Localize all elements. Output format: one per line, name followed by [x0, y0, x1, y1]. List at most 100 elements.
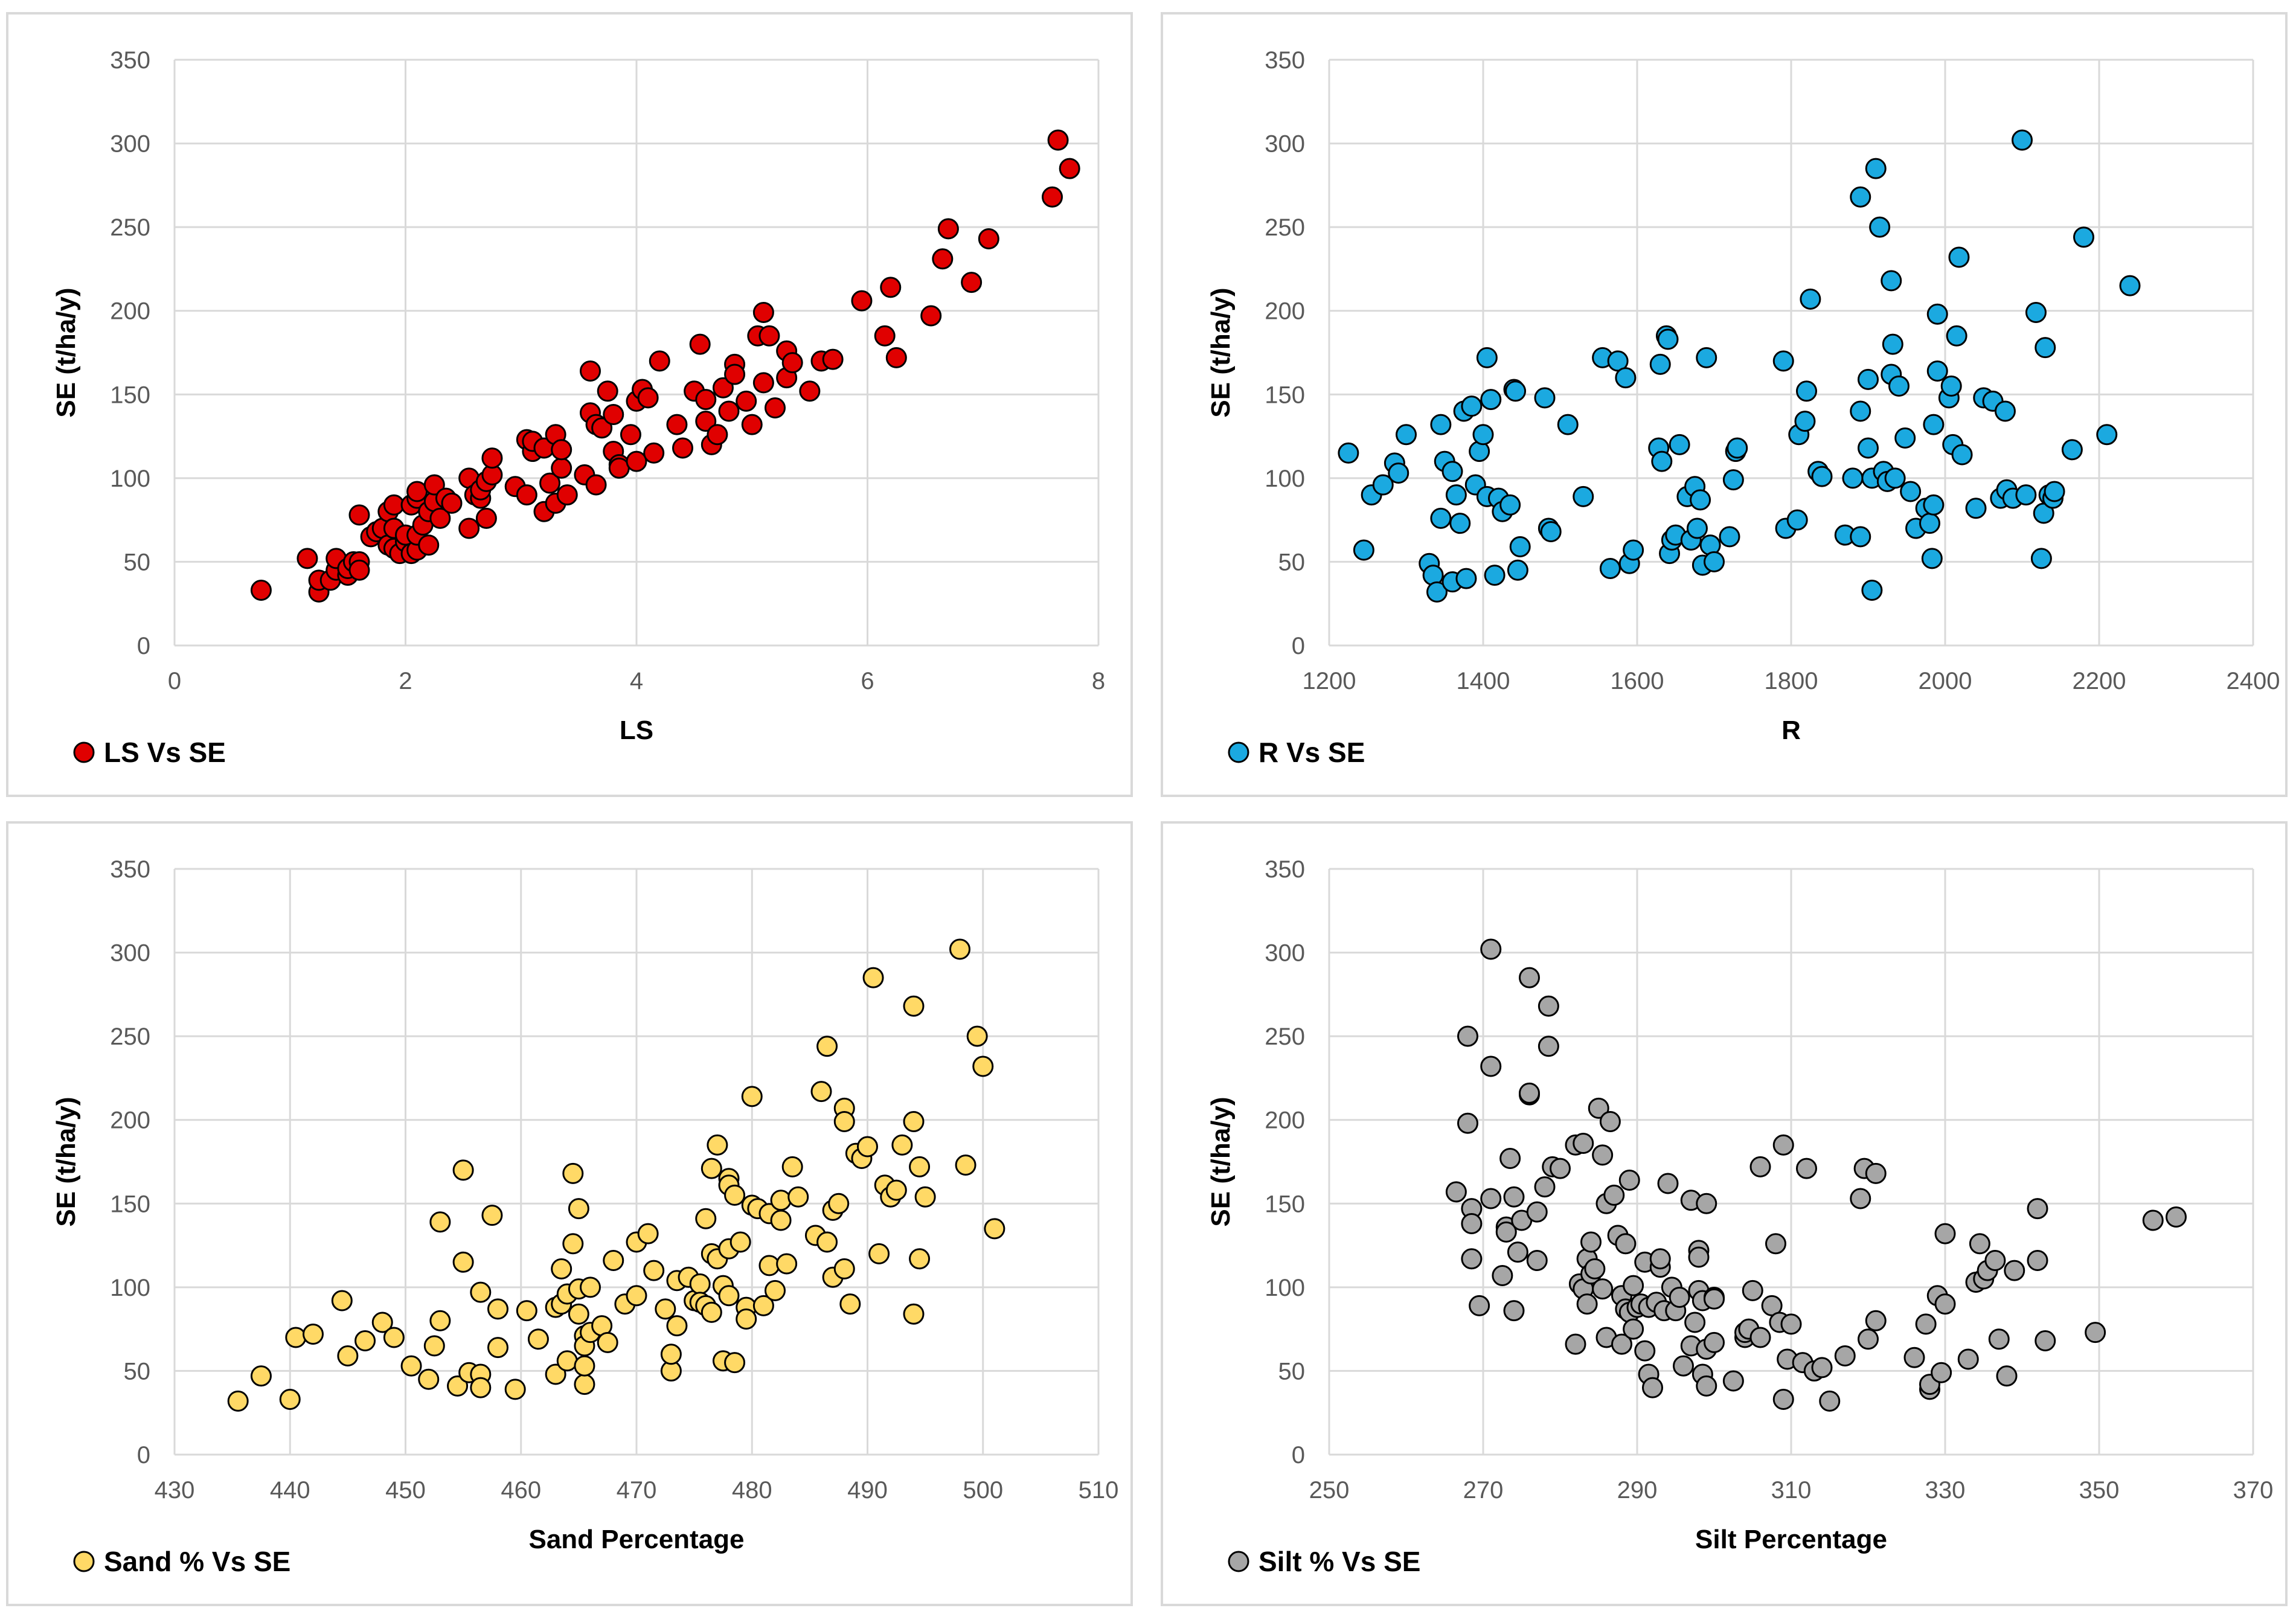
- data-point: [1576, 1293, 1598, 1315]
- x-tick-label: 1400: [1457, 668, 1510, 694]
- x-tick-label: 350: [2079, 1477, 2120, 1504]
- data-point: [1934, 1223, 1956, 1244]
- data-point: [689, 1273, 711, 1295]
- data-point: [1430, 507, 1452, 529]
- x-tick-label: 2400: [2227, 668, 2280, 694]
- y-tick-label: 300: [110, 940, 150, 967]
- data-point: [1492, 1264, 1513, 1286]
- data-point: [862, 967, 884, 988]
- data-point: [1940, 375, 1962, 397]
- data-point: [331, 1290, 353, 1312]
- data-point: [603, 404, 624, 426]
- data-point: [383, 1327, 405, 1348]
- legend-marker: [73, 1551, 95, 1572]
- y-axis-title: SE (t/ha/y): [51, 287, 81, 417]
- data-point: [1472, 424, 1494, 446]
- x-tick-label: 370: [2233, 1477, 2274, 1504]
- data-point: [718, 400, 740, 422]
- data-point: [348, 504, 370, 526]
- data-point: [1592, 1144, 1614, 1166]
- data-point: [2166, 1206, 2187, 1228]
- data-point: [1704, 1331, 1725, 1353]
- legend-label: R Vs SE: [1259, 737, 1365, 768]
- data-point: [418, 1368, 440, 1390]
- data-point: [1957, 1348, 1979, 1370]
- y-tick-label: 200: [1265, 298, 1305, 325]
- data-point: [1749, 1156, 1771, 1177]
- data-point: [1850, 400, 1871, 422]
- data-point: [1599, 558, 1621, 580]
- legend-marker: [1228, 1551, 1249, 1572]
- data-point: [1684, 1312, 1706, 1333]
- data-point: [1461, 1248, 1483, 1270]
- data-point: [1946, 325, 1967, 347]
- data-point: [1921, 548, 1943, 569]
- y-tick-label: 150: [110, 1191, 150, 1217]
- data-point: [1882, 333, 1903, 355]
- y-tick-label: 250: [110, 214, 150, 241]
- data-point: [1794, 411, 1816, 432]
- data-point: [1696, 1375, 1717, 1397]
- sand-vs-se-scatter-chart: 430 440 450 460 470 480 490 500 510 0 50 100 150 200 2…: [51, 856, 1118, 1577]
- data-point: [1772, 1389, 1794, 1411]
- data-point: [470, 1377, 492, 1398]
- data-point: [1455, 568, 1477, 589]
- data-point: [487, 1298, 508, 1320]
- y-tick-label: 50: [1278, 1358, 1306, 1385]
- data-point: [1618, 1169, 1640, 1191]
- data-point: [1565, 1333, 1586, 1355]
- data-point: [2035, 337, 2056, 359]
- data-point: [1984, 1250, 2006, 1272]
- x-tick-label: 1600: [1611, 668, 1664, 694]
- data-point: [1811, 466, 1833, 487]
- data-point: [1059, 158, 1080, 179]
- data-point: [481, 1205, 503, 1226]
- data-point: [1673, 1355, 1694, 1377]
- data-point: [1441, 461, 1463, 482]
- data-point: [1592, 1278, 1614, 1300]
- data-point: [1786, 509, 1808, 531]
- data-point: [1704, 551, 1725, 572]
- data-point: [1926, 303, 1948, 325]
- data-point: [937, 218, 959, 240]
- y-tick-label: 0: [137, 1442, 150, 1468]
- data-point: [2073, 226, 2094, 248]
- y-tick-label: 100: [1265, 1275, 1305, 1301]
- data-point: [1509, 536, 1531, 557]
- data-point: [1623, 539, 1644, 561]
- y-tick-label: 0: [1292, 1442, 1305, 1468]
- data-point: [741, 1086, 763, 1107]
- data-point: [885, 1179, 907, 1201]
- data-point: [1642, 1377, 1663, 1398]
- x-tick-label: 270: [1463, 1477, 1504, 1504]
- data-point: [2025, 301, 2047, 323]
- data-point: [643, 1260, 665, 1281]
- data-point: [556, 484, 578, 506]
- data-point: [955, 1155, 976, 1176]
- x-axis-title: LS: [620, 716, 653, 745]
- data-point: [1996, 1365, 2018, 1387]
- data-point: [1623, 1275, 1644, 1296]
- y-tick-label: 200: [1265, 1107, 1305, 1134]
- y-tick-label: 200: [110, 1107, 150, 1134]
- data-point: [1505, 380, 1527, 402]
- data-point: [1388, 463, 1409, 484]
- legend-marker: [1228, 741, 1249, 763]
- data-point: [1615, 1233, 1637, 1255]
- y-tick-label: 150: [110, 382, 150, 408]
- legend-marker: [73, 741, 95, 763]
- data-point: [429, 1310, 451, 1331]
- data-point: [626, 450, 647, 472]
- data-point: [551, 439, 572, 461]
- data-point: [2027, 1198, 2048, 1220]
- y-tick-label: 300: [1265, 131, 1305, 158]
- data-point: [1480, 1055, 1502, 1077]
- data-point: [2027, 1250, 2048, 1272]
- data-point: [666, 414, 688, 435]
- y-tick-label: 350: [1265, 47, 1305, 74]
- data-point: [833, 1258, 855, 1280]
- x-axis-title: R: [1781, 716, 1801, 745]
- data-point: [1796, 380, 1817, 402]
- data-point: [1796, 1158, 1817, 1179]
- data-point: [1495, 1221, 1517, 1243]
